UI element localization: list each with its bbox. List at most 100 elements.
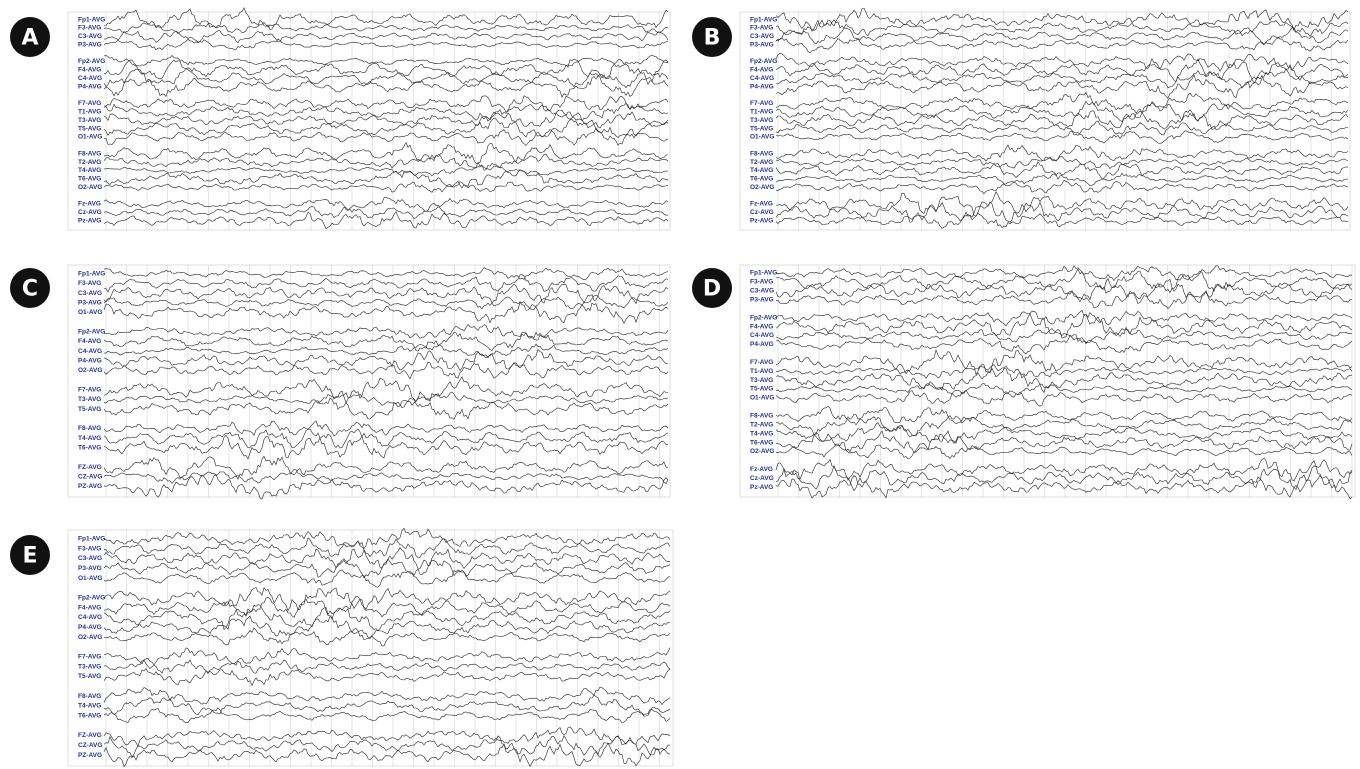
channel-label: T3-AVG [750,377,773,384]
channel-label: Fp1-AVG [750,16,777,23]
channel-label: O2-AVG [78,184,102,191]
channel-label: T2-AVG [750,421,773,428]
channel-label: Fp2-AVG [750,58,777,65]
channel-label: F3-AVG [78,545,101,552]
channel-label: O1-AVG [750,134,774,141]
page: {"panels": [ {"label": "A", "groups": [ … [0,0,1360,769]
channel-label: F4-AVG [78,604,101,611]
channel-label: O1-AVG [750,395,774,402]
channel-label: F8-AVG [78,150,101,157]
channel-label: T3-AVG [78,663,101,670]
channel-label: P3-AVG [78,41,102,48]
channel-label: T6-AVG [78,713,101,720]
channel-label: Pz-AVG [78,217,101,224]
channel-label: T5-AVG [750,386,773,393]
eeg-panel: Fp1-AVGF3-AVGC3-AVGP3-AVGFp2-AVGF4-AVGC4… [692,8,1350,230]
channel-label: F7-AVG [78,654,101,661]
channel-label: P3-AVG [750,41,774,48]
channel-label: Fp1-AVG [78,536,105,543]
channel-label: T5-AVG [750,125,773,132]
panel-label: C [22,277,38,302]
channel-label: Fp2-AVG [78,595,105,602]
channel-label: Fp1-AVG [750,270,777,277]
channel-label: F8-AVG [78,425,101,432]
channel-label: T1-AVG [750,108,773,115]
channel-label: C4-AVG [78,614,102,621]
channel-label: T5-AVG [78,406,101,413]
channel-label: FZ-AVG [78,464,102,471]
channel-label: PZ-AVG [78,483,102,490]
channel-label: T3-AVG [750,117,773,124]
channel-label: P4-AVG [78,624,102,631]
channel-label: T5-AVG [78,673,101,680]
channel-label: F7-AVG [78,100,101,107]
panel-frame [68,265,670,497]
channel-label: F4-AVG [750,323,773,330]
channel-label: PZ-AVG [78,752,102,759]
panel-frame [740,265,1355,497]
panel-label: A [21,26,38,51]
channel-label: C3-AVG [750,288,774,295]
channel-label: Fp1-AVG [78,270,105,277]
channel-label: O1-AVG [78,309,102,316]
channel-label: T6-AVG [78,176,101,183]
channel-label: T4-AVG [78,703,101,710]
channel-label: Fz-AVG [750,466,773,473]
channel-label: T6-AVG [750,176,773,183]
channel-label: C4-AVG [78,348,102,355]
channel-label: F3-AVG [750,25,773,32]
channel-label: T3-AVG [78,117,101,124]
channel-label: Pz-AVG [750,484,773,491]
channel-label: P4-AVG [750,341,774,348]
panel-frame [68,12,670,230]
channel-label: T6-AVG [78,444,101,451]
channel-label: Fp2-AVG [78,328,105,335]
panel-frame [68,530,673,766]
channel-label: F3-AVG [78,25,101,32]
channel-label: F3-AVG [78,280,101,287]
channel-label: T4-AVG [750,167,773,174]
panel-label: D [703,277,721,302]
channel-label: P4-AVG [78,357,102,364]
channel-label: F8-AVG [750,150,773,157]
channel-label: O2-AVG [750,184,774,191]
channel-label: C3-AVG [78,290,102,297]
channel-label: F7-AVG [78,386,101,393]
channel-label: O1-AVG [78,575,102,582]
channel-label: F7-AVG [750,100,773,107]
channel-label: Cz-AVG [750,209,774,216]
channel-label: F8-AVG [78,693,101,700]
channel-label: CZ-AVG [78,742,102,749]
eeg-panel: Fp1-AVGF3-AVGC3-AVGP3-AVGFp2-AVGF4-AVGC4… [692,265,1355,499]
channel-label: P3-AVG [78,565,102,572]
eeg-panel: Fp1-AVGF3-AVGC3-AVGP3-AVGO1-AVGFp2-AVGF4… [10,528,673,766]
channel-label: F4-AVG [750,67,773,74]
channel-label: F4-AVG [78,338,101,345]
channel-label: O2-AVG [78,634,102,641]
channel-label: Fz-AVG [78,201,101,208]
channel-label: P3-AVG [750,297,774,304]
channel-label: O2-AVG [78,367,102,374]
channel-label: T3-AVG [78,396,101,403]
channel-label: F8-AVG [750,413,773,420]
channel-label: Fz-AVG [750,201,773,208]
panel-label: B [704,26,721,51]
channel-label: Cz-AVG [78,209,102,216]
channel-label: T4-AVG [750,430,773,437]
channel-label: FZ-AVG [78,732,102,739]
channel-label: T1-AVG [750,368,773,375]
channel-label: C4-AVG [78,75,102,82]
eeg-panel: Fp1-AVG F3-AVG C3-AVG P3-AVG O1-AVG Fp2-AVG F4… [10,265,670,499]
channel-label: T2-AVG [750,159,773,166]
channel-label: Fp2-AVG [750,314,777,321]
channel-label: T4-AVG [78,167,101,174]
channel-label: C3-AVG [78,33,102,40]
channel-label: P3-AVG [78,299,102,306]
channel-label: F7-AVG [750,359,773,366]
channel-label: T5-AVG [78,125,101,132]
channel-label: T2-AVG [78,159,101,166]
channel-label: T1-AVG [78,108,101,115]
channel-label: F3-AVG [750,279,773,286]
channel-label: CZ-AVG [78,473,102,480]
channel-label: Pz-AVG [750,217,773,224]
